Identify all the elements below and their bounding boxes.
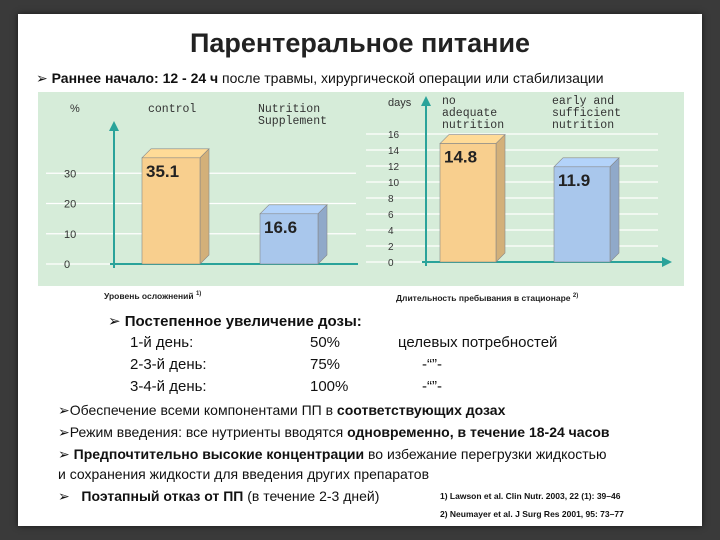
chart-stay: 0 2 4 6 8 10 12 14 16 days 14.8 no adequate nutrition… bbox=[358, 92, 684, 286]
bullet-arrow-icon: ➢ bbox=[58, 402, 70, 418]
data-label: 35.1 bbox=[146, 162, 179, 181]
reference-2: 2) Neumayer et al. J Surg Res 2001, 95: … bbox=[440, 509, 624, 519]
y-tick-label: 14 bbox=[388, 146, 400, 157]
bar bbox=[439, 143, 497, 263]
chart-complications-svg: 0 10 20 30% 35.1 control 16.6 NutritionSuppleme… bbox=[46, 103, 370, 271]
slide: Парентеральное питание ➢ Раннее начало: … bbox=[18, 14, 702, 526]
reference-1: 1) Lawson et al. Clin Nutr. 2003, 22 (1)… bbox=[440, 491, 621, 501]
y-tick-label: 6 bbox=[388, 210, 394, 221]
y-tick-label: 10 bbox=[388, 178, 400, 189]
early-start-rest: после травмы, хирургической операции или… bbox=[218, 70, 604, 86]
y-axis-arrow-icon bbox=[109, 121, 119, 131]
dose-note: -“”- bbox=[422, 356, 442, 373]
bar-top bbox=[553, 157, 620, 168]
bar bbox=[141, 157, 201, 265]
bar bbox=[553, 166, 611, 263]
bullet-arrow-icon: ➢ bbox=[58, 488, 82, 504]
dose-note: целевых потребностей bbox=[398, 334, 558, 351]
bullet-arrow-icon: ➢ bbox=[58, 424, 70, 440]
y-tick-label: 30 bbox=[64, 168, 76, 180]
y-tick-label: 4 bbox=[388, 226, 394, 237]
y-tick-label: 10 bbox=[64, 229, 76, 241]
chart-stay-caption: Длительность пребывания в стационаре 2) bbox=[396, 293, 579, 303]
y-axis-label: days bbox=[388, 97, 412, 109]
chart-complications: 0 10 20 30% 35.1 control 16.6 Nutrition Suppleme… bbox=[38, 92, 370, 286]
dose-day: 1-й день: bbox=[130, 334, 194, 351]
point-withdrawal: ➢ Поэтапный отказ от ПП (в течение 2-3 д… bbox=[58, 488, 380, 504]
bullet-arrow-icon: ➢ bbox=[36, 70, 52, 86]
dose-pct: 50% bbox=[310, 334, 341, 351]
y-tick-label: 2 bbox=[388, 242, 394, 253]
x-axis-arrow-icon bbox=[662, 257, 672, 267]
chart-stay-svg: 0246810121416days14.8noadequatenutrition… bbox=[366, 95, 672, 269]
dose-note: -“”- bbox=[422, 378, 442, 395]
y-axis-arrow-icon bbox=[421, 96, 431, 106]
early-start-line: ➢ Раннее начало: 12 - 24 ч после травмы,… bbox=[36, 70, 604, 87]
point-concentrations-cont: и сохранения жидкости для введения други… bbox=[58, 466, 430, 482]
point-doses: ➢Обеспечение всеми компонентами ПП в соо… bbox=[58, 402, 506, 418]
category-label: control bbox=[148, 103, 196, 116]
y-axis-label: % bbox=[70, 103, 80, 115]
data-label: 16.6 bbox=[264, 218, 297, 237]
early-start-lead: Раннее начало: bbox=[51, 70, 159, 86]
category-label: Supplement bbox=[258, 115, 327, 128]
category-label: nutrition bbox=[442, 119, 504, 132]
y-tick-label: 20 bbox=[64, 199, 76, 211]
bullet-arrow-icon: ➢ bbox=[58, 446, 74, 462]
dose-heading: Постепенное увеличение дозы: bbox=[124, 313, 362, 330]
early-start-time: 12 - 24 ч bbox=[162, 70, 219, 86]
category-label: nutrition bbox=[552, 119, 614, 132]
dose-pct: 75% bbox=[310, 356, 341, 373]
chart-complications-caption: Уровень осложнений 1) bbox=[104, 291, 202, 301]
bullet-arrow-icon: ➢ bbox=[108, 313, 125, 330]
point-concentrations: ➢ Предпочтительно высокие концентрации в… bbox=[58, 446, 607, 462]
bar-top bbox=[141, 148, 210, 159]
dose-day: 2-3-й день: bbox=[130, 356, 207, 373]
category-label: no bbox=[442, 95, 456, 108]
category-label: sufficient bbox=[552, 107, 621, 120]
slide-title: Парентеральное питание bbox=[189, 28, 531, 58]
category-label: early and bbox=[552, 95, 614, 108]
bar-top bbox=[259, 204, 328, 215]
y-tick-label: 8 bbox=[388, 194, 394, 205]
dose-day: 3-4-й день: bbox=[130, 378, 207, 395]
dose-pct: 100% bbox=[310, 378, 349, 395]
y-tick-label: 0 bbox=[64, 259, 70, 271]
bar-top bbox=[439, 134, 506, 144]
y-tick-label: 12 bbox=[388, 162, 400, 173]
dose-heading-line: ➢ Постепенное увеличение дозы: bbox=[108, 312, 362, 330]
bar-side bbox=[495, 133, 506, 263]
bar bbox=[259, 213, 319, 265]
data-label: 14.8 bbox=[444, 148, 477, 167]
category-label: Nutrition bbox=[258, 103, 320, 116]
y-tick-label: 0 bbox=[388, 258, 394, 269]
bar-side bbox=[317, 204, 328, 265]
category-label: adequate bbox=[442, 107, 497, 120]
bar-side bbox=[199, 148, 210, 265]
bar-side bbox=[609, 157, 620, 263]
point-regimen: ➢Режим введения: все нутриенты вводятся … bbox=[58, 424, 610, 440]
data-label: 11.9 bbox=[558, 171, 590, 190]
y-tick-label: 16 bbox=[388, 130, 400, 141]
